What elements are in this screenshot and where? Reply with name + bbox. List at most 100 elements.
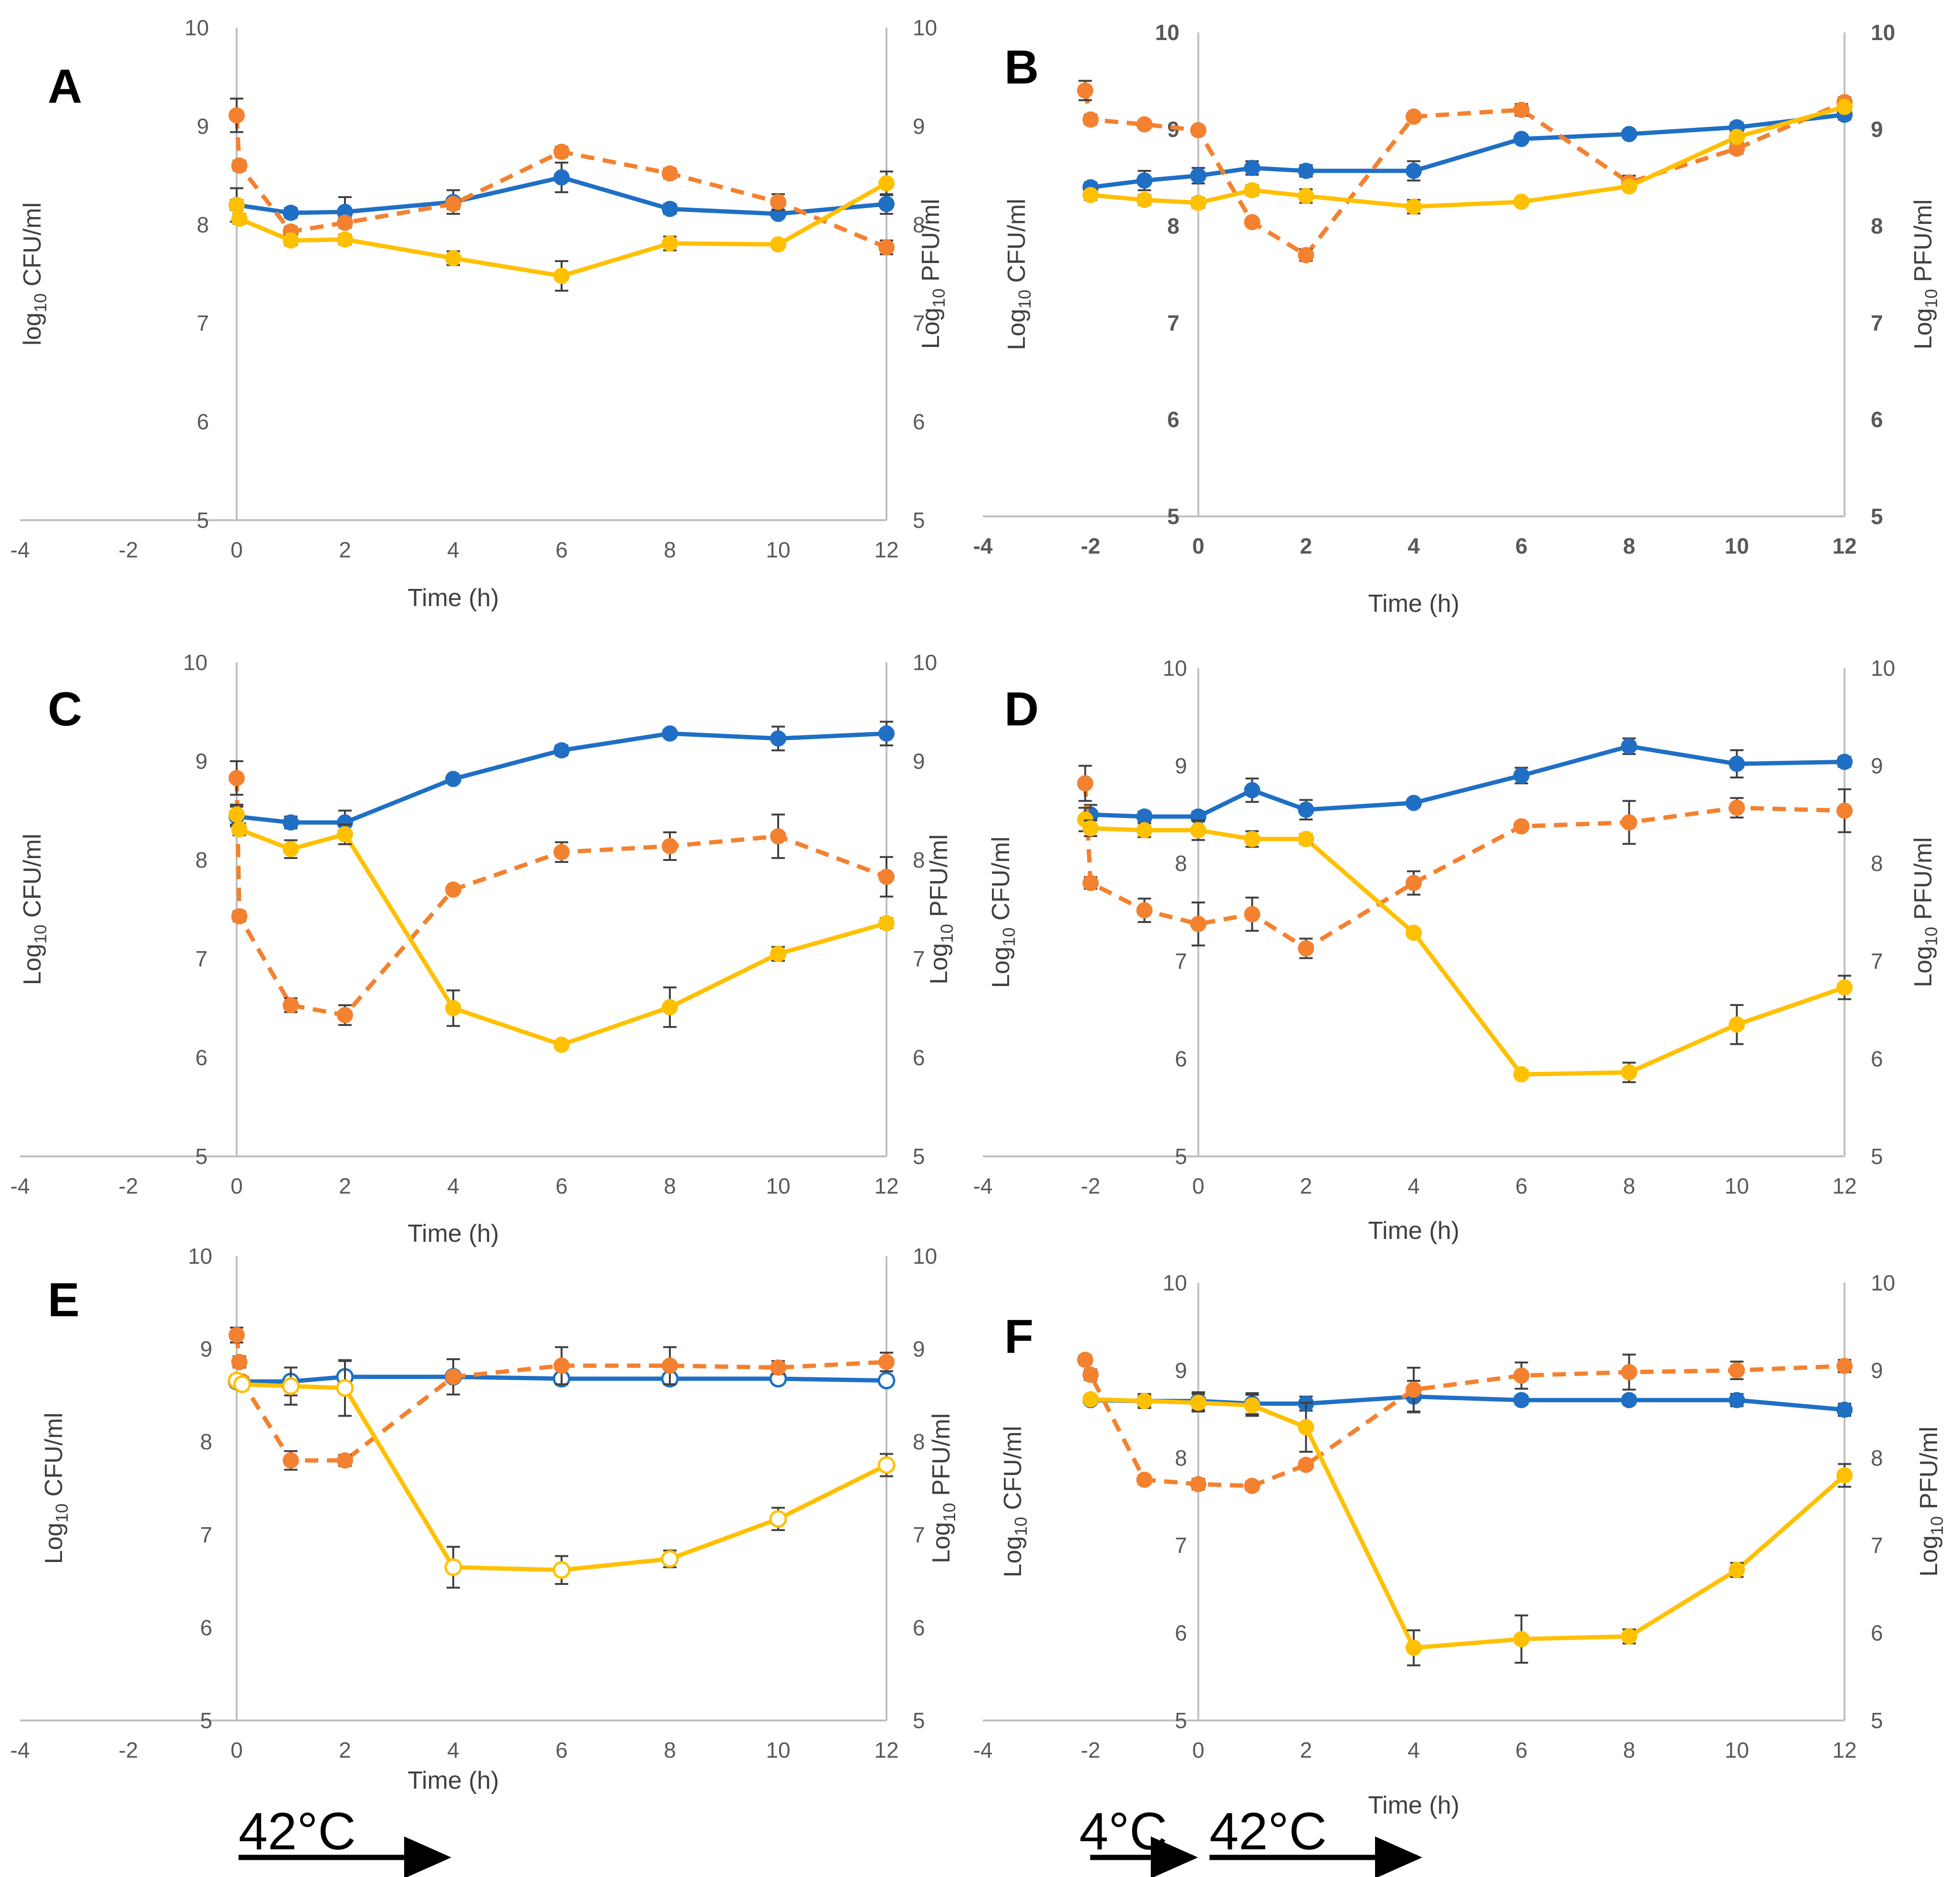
series-line: [237, 1374, 887, 1384]
y-tick-label-left: 9: [195, 749, 208, 774]
data-point: [1190, 1395, 1207, 1411]
x-tick-label: -4: [973, 534, 993, 558]
data-point: [1190, 916, 1207, 933]
data-point: [229, 806, 245, 823]
x-tick-label: 0: [230, 537, 243, 562]
panel-letter: B: [1004, 41, 1039, 94]
y-tick-label-right: 9: [913, 114, 925, 138]
data-point: [1513, 1367, 1530, 1384]
data-point: [877, 1372, 896, 1390]
x-tick-label: 12: [1832, 1174, 1856, 1198]
data-point: [1244, 214, 1261, 231]
x-tick-label: 0: [1192, 1174, 1205, 1198]
data-point: [553, 169, 570, 186]
data-point: [1513, 193, 1530, 210]
series-line: [1090, 112, 1845, 189]
data-point: [770, 730, 786, 747]
y-tick-label-left: 5: [200, 1708, 212, 1733]
data-point: [878, 175, 895, 192]
data-point: [1729, 1392, 1745, 1408]
y-axis-label-right: Log10 PFU/ml: [1909, 199, 1941, 350]
x-tick-label: -4: [10, 1174, 30, 1198]
x-axis-label: Time (h): [1368, 1792, 1460, 1819]
data-point: [1513, 131, 1530, 147]
x-tick-label: 12: [874, 537, 898, 562]
y-tick-label-right: 8: [1871, 214, 1883, 239]
y-tick-label-left: 5: [1175, 1708, 1187, 1733]
data-point: [1621, 1392, 1637, 1408]
panel-letter: F: [1004, 1310, 1033, 1363]
series-line: [235, 1379, 888, 1573]
y-tick-label-right: 7: [913, 946, 925, 971]
y-tick-label-left: 6: [1175, 1621, 1187, 1646]
y-tick-label-left: 7: [195, 946, 208, 971]
x-tick-label: 8: [664, 1738, 676, 1762]
y-axis-label-left: Log10 CFU/ml: [19, 834, 50, 985]
series-yellow: [1077, 807, 1853, 1083]
x-tick-label: 0: [1192, 1738, 1205, 1762]
x-tick-label: 6: [555, 537, 568, 562]
x-tick-label: 6: [1515, 534, 1528, 558]
series-orange: [1077, 1352, 1853, 1494]
data-point: [231, 157, 248, 174]
data-point: [445, 881, 461, 898]
panel-letter: A: [48, 60, 82, 113]
data-point: [662, 725, 678, 742]
data-point: [1244, 159, 1261, 176]
data-point: [1406, 924, 1422, 941]
data-point: [1406, 875, 1422, 891]
data-point: [1077, 775, 1094, 792]
y-tick-label-left: 10: [183, 650, 208, 675]
data-point: [1298, 163, 1314, 179]
y-tick-label-right: 5: [1871, 504, 1883, 529]
y-axis-label-left: Log10 CFU/ml: [999, 1426, 1031, 1577]
data-point: [336, 1379, 354, 1397]
data-point: [1082, 1391, 1099, 1407]
x-tick-label: 4: [1407, 1738, 1420, 1762]
y-axis-label-right: Log10 PFU/ml: [925, 834, 957, 985]
x-tick-label: 12: [874, 1738, 898, 1762]
data-point: [1244, 831, 1261, 848]
data-point: [1729, 799, 1745, 816]
data-point: [1298, 801, 1314, 818]
x-tick-label: 2: [1300, 1738, 1312, 1762]
data-point: [282, 205, 299, 221]
data-point: [1836, 802, 1853, 819]
x-tick-label: -2: [1081, 1174, 1100, 1198]
data-point: [282, 1377, 300, 1395]
y-tick-label-left: 10: [1155, 20, 1179, 45]
y-tick-label-left: 7: [197, 311, 209, 336]
data-point: [877, 1456, 896, 1474]
y-tick-label-left: 10: [185, 15, 209, 40]
series-blue: [229, 161, 895, 228]
y-tick-label-left: 9: [197, 114, 209, 138]
data-point: [1298, 1419, 1314, 1436]
y-tick-label-right: 9: [913, 1337, 925, 1362]
x-tick-label: -4: [973, 1738, 993, 1762]
y-axis-label-right: Log10 PFU/ml: [1909, 837, 1941, 987]
data-point: [1190, 822, 1207, 839]
series-orange: [229, 97, 895, 256]
series-blue: [229, 721, 895, 836]
data-point: [231, 210, 248, 227]
data-point: [1082, 111, 1099, 128]
x-tick-label: 8: [664, 537, 676, 562]
y-tick-label-left: 6: [1167, 407, 1179, 432]
x-tick-label: 10: [766, 1738, 790, 1762]
data-point: [662, 1357, 678, 1374]
y-tick-label-right: 9: [913, 749, 925, 774]
data-point: [231, 821, 248, 838]
data-point: [1406, 108, 1422, 125]
data-point: [233, 1375, 251, 1394]
x-tick-label: 10: [1725, 1738, 1749, 1762]
data-point: [1729, 1016, 1745, 1033]
data-point: [1406, 1381, 1422, 1398]
data-point: [878, 1353, 895, 1370]
x-tick-label: 12: [1832, 1738, 1856, 1762]
f-temp-label-42c: 42°C: [1209, 1802, 1327, 1861]
x-tick-label: 4: [447, 1174, 459, 1198]
data-point: [282, 841, 299, 858]
data-point: [662, 235, 678, 252]
y-tick-label-right: 7: [913, 1522, 925, 1547]
